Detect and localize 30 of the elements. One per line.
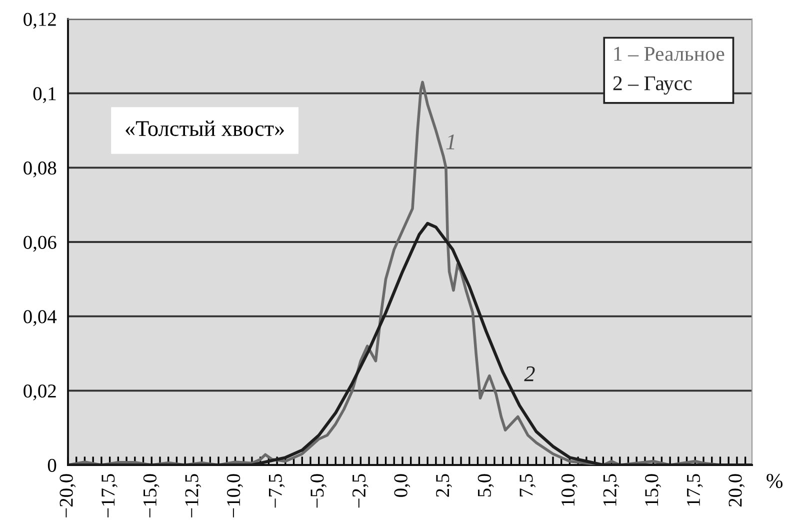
x-tick-label: 0,0	[394, 474, 410, 497]
y-tick-label: 0	[48, 458, 56, 472]
x-tick-label: 5,0	[478, 474, 494, 497]
x-axis-title: %	[766, 474, 783, 488]
x-tick-label: 15,0	[645, 474, 661, 506]
x-tick-label: −7,5	[268, 474, 285, 508]
x-tick-label: 12,5	[603, 474, 620, 506]
x-tick-label: −10,0	[226, 474, 243, 518]
text: 1 – Реальное	[614, 46, 724, 61]
annotation: 1	[446, 134, 454, 150]
y-tick-label: 0,02	[24, 384, 56, 400]
x-tick-label: 10,0	[561, 474, 578, 506]
x-tick-label: −17,5	[102, 474, 118, 518]
y-tick-label: 0,06	[24, 236, 56, 252]
text: 2 – Гаусс	[613, 76, 692, 95]
x-tick-label: 7,5	[520, 474, 536, 496]
x-tick-label: −15,0	[143, 474, 160, 518]
y-tick-label: 0,04	[24, 310, 57, 326]
x-tick-label: 17,5	[686, 474, 703, 506]
x-tick-label: −12,5	[185, 474, 202, 518]
y-tick-label: 0,1	[33, 87, 56, 104]
y-tick-label: 0,08	[24, 161, 56, 178]
annotation: «Толстый хвост»	[126, 120, 284, 136]
x-tick-label: −5,0	[310, 474, 327, 508]
x-tick-label: 2,5	[436, 474, 452, 497]
y-tick-label: 0,12	[24, 12, 56, 29]
x-tick-label: 20,0	[728, 474, 745, 507]
annotation: 2	[524, 366, 535, 382]
x-tick-label: −20,0	[60, 474, 76, 518]
x-tick-label: −2,5	[352, 474, 368, 508]
